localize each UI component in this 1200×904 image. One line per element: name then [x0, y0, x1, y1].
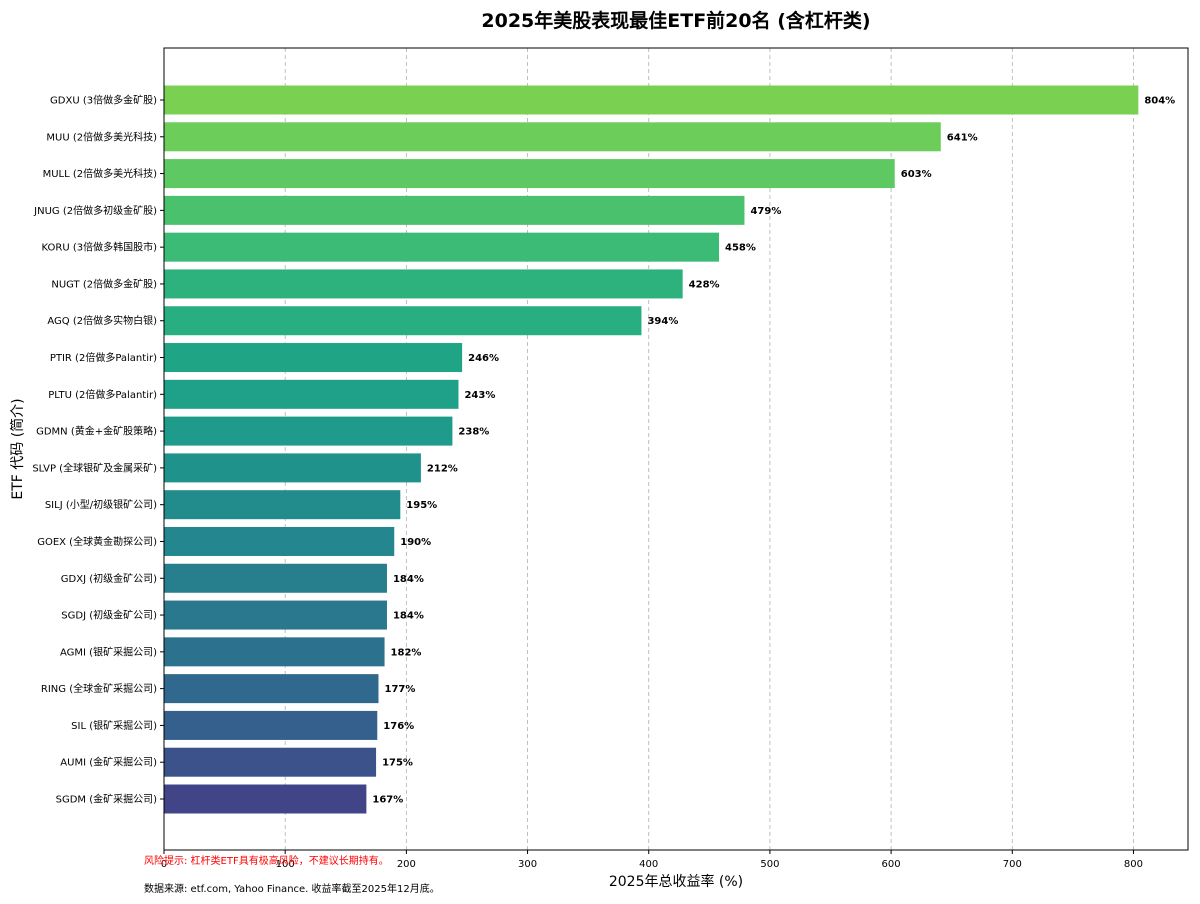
y-category-label: MULL (2倍做多美光科技)	[43, 167, 158, 180]
bar	[164, 784, 367, 814]
bar-value-label: 238%	[458, 427, 489, 438]
y-category-label: SLVP (全球银矿及金属采矿)	[32, 461, 157, 474]
bar	[164, 490, 401, 520]
y-category-label: AGMI (银矿采掘公司)	[60, 645, 157, 658]
x-tick-label: 700	[1003, 859, 1022, 870]
y-category-label: JNUG (2倍做多初级金矿股)	[33, 204, 157, 217]
x-tick-label: 800	[1124, 859, 1143, 870]
x-tick-label: 600	[882, 859, 901, 870]
bar-value-label: 394%	[647, 316, 678, 327]
bar	[164, 122, 941, 152]
bar-value-label: 428%	[689, 279, 720, 290]
bar-value-label: 804%	[1144, 96, 1175, 107]
bar-value-label: 641%	[947, 132, 978, 143]
y-category-label: GDXU (3倍做多金矿股)	[50, 94, 157, 107]
bar	[164, 637, 385, 667]
y-category-label: SGDM (金矿采掘公司)	[56, 793, 158, 806]
bar	[164, 269, 683, 299]
bar	[164, 710, 378, 740]
bar	[164, 232, 720, 262]
bar-value-label: 175%	[382, 758, 413, 769]
bar-value-label: 182%	[391, 647, 422, 658]
bar	[164, 674, 379, 704]
bar	[164, 453, 421, 483]
source-footnote: 数据来源: etf.com, Yahoo Finance. 收益率截至2025年…	[144, 884, 440, 895]
bar-value-label: 458%	[725, 243, 756, 254]
bar-value-label: 176%	[383, 721, 414, 732]
x-axis-label: 2025年总收益率 (%)	[609, 873, 743, 890]
y-category-label: GOEX (全球黄金勘探公司)	[37, 535, 157, 548]
bar	[164, 343, 463, 373]
y-category-label: MUU (2倍做多美光科技)	[46, 130, 157, 143]
bar	[164, 159, 895, 189]
bar-value-label: 195%	[406, 500, 437, 511]
bar	[164, 306, 642, 336]
bar	[164, 195, 745, 225]
bar	[164, 563, 387, 593]
x-tick-label: 300	[518, 859, 537, 870]
bar	[164, 416, 453, 446]
y-category-label: AUMI (金矿采掘公司)	[60, 756, 157, 769]
x-tick-label: 100	[276, 859, 295, 870]
x-tick-label: 0	[161, 859, 167, 870]
y-category-label: PLTU (2倍做多Palantir)	[48, 388, 157, 401]
bar	[164, 526, 395, 556]
bar-value-label: 184%	[393, 574, 424, 585]
bar-value-label: 190%	[400, 537, 431, 548]
y-category-label: RING (全球金矿采掘公司)	[41, 682, 157, 695]
bar	[164, 379, 459, 409]
y-category-label: NUGT (2倍做多金矿股)	[51, 277, 157, 290]
x-tick-label: 200	[397, 859, 416, 870]
x-tick-label: 400	[639, 859, 658, 870]
data-labels: 804% 641% 603% 479% 458% 428% 394% 246% 243% 238%…	[372, 96, 1175, 806]
bar-value-label: 167%	[372, 795, 403, 806]
risk-footnote: 风险提示: 杠杆类ETF具有极高风险，不建议长期持有。	[144, 856, 389, 867]
y-category-label: GDMN (黄金+金矿股策略)	[36, 425, 157, 438]
plot-frame	[163, 47, 1189, 851]
x-tick-labels: 0 100 200 300 400 500 600 700 800	[161, 850, 1143, 870]
bar	[164, 85, 1139, 115]
bar	[164, 747, 377, 777]
x-tick-label: 500	[760, 859, 779, 870]
bars	[164, 85, 1139, 814]
bar-value-label: 479%	[750, 206, 781, 217]
y-category-label: PTIR (2倍做多Palantir)	[50, 351, 157, 364]
bar	[164, 600, 387, 630]
bar-value-label: 243%	[464, 390, 495, 401]
bar-value-label: 246%	[468, 353, 499, 364]
bar-value-label: 603%	[901, 169, 932, 180]
y-category-label: SGDJ (初级金矿公司)	[61, 609, 157, 622]
y-category-label: GDXJ (初级金矿公司)	[61, 572, 157, 585]
bar-value-label: 184%	[393, 611, 424, 622]
category-labels: GDXU (3倍做多金矿股) MUU (2倍做多美光科技) MULL (2倍做多美光…	[32, 94, 164, 806]
y-axis-label: ETF 代码 (简介)	[9, 398, 26, 499]
bar-value-label: 177%	[384, 684, 415, 695]
bar-value-label: 212%	[427, 463, 458, 474]
y-category-label: SIL (银矿采掘公司)	[71, 719, 157, 732]
y-category-label: SILJ (小型/初级银矿公司)	[45, 498, 157, 511]
y-category-label: KORU (3倍做多韩国股市)	[42, 241, 158, 254]
y-category-label: AGQ (2倍做多实物白银)	[47, 314, 157, 327]
chart-title: 2025年美股表现最佳ETF前20名 (含杠杆类)	[481, 9, 870, 32]
